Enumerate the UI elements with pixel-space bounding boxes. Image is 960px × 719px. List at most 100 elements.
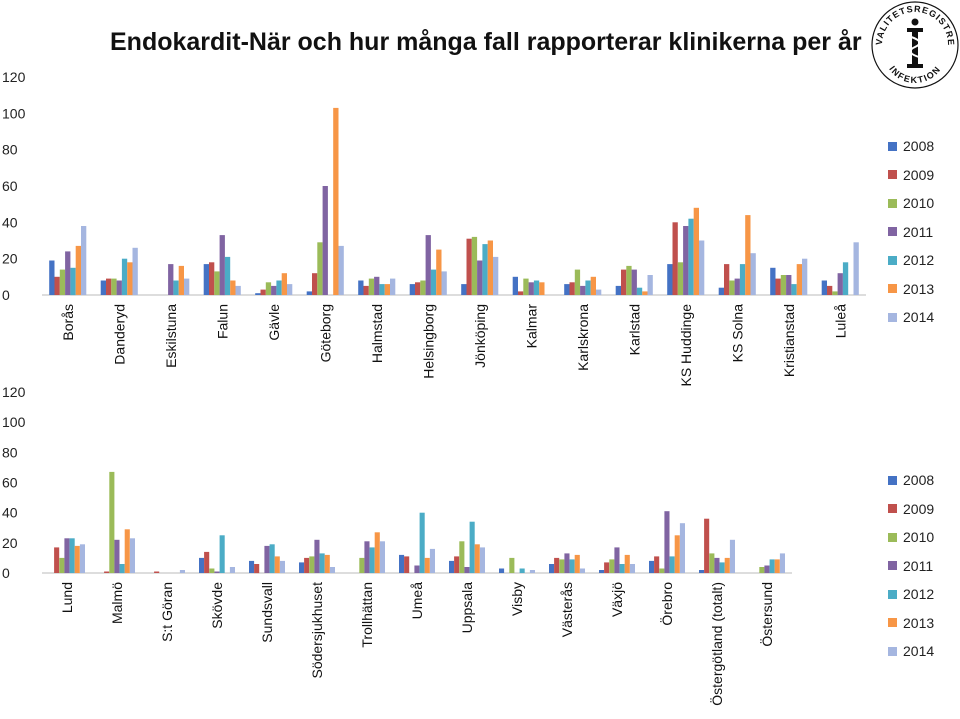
bar	[75, 245, 81, 295]
y-tick-label: 60	[2, 178, 18, 194]
legend-item: 2010	[888, 523, 934, 552]
bar	[832, 291, 838, 295]
legend-item: 2009	[888, 495, 934, 524]
bar	[574, 554, 580, 573]
bar	[734, 278, 740, 295]
bar	[609, 559, 615, 573]
bar	[281, 273, 287, 295]
bar	[104, 571, 110, 573]
bar	[219, 535, 225, 573]
bar	[533, 280, 540, 295]
legend-item: 2013	[888, 275, 934, 304]
legend-item: 2011	[888, 552, 934, 581]
x-category-label: Sundsvall	[259, 582, 275, 643]
bar	[837, 273, 843, 295]
legend-label: 2010	[903, 529, 935, 546]
bar	[596, 289, 602, 296]
legend-item: 2008	[888, 466, 934, 495]
bar	[564, 553, 570, 573]
x-category-label: S:t Göran	[159, 582, 175, 642]
bar	[329, 567, 335, 573]
bar	[714, 557, 720, 573]
bar	[269, 544, 275, 573]
bar	[745, 215, 751, 295]
bar	[554, 557, 560, 573]
bar	[312, 273, 318, 295]
bar	[585, 280, 591, 295]
bar	[429, 548, 435, 573]
x-category-label: Borås	[60, 304, 76, 341]
bar	[49, 260, 55, 295]
legend-item: 2012	[888, 246, 934, 275]
legend-bottom: 2008 2009 2010 2011 2012 2013 2014	[888, 466, 934, 666]
bar	[729, 539, 735, 573]
bar	[482, 244, 488, 295]
bar	[528, 282, 534, 295]
bar	[430, 269, 437, 295]
bar	[631, 269, 637, 295]
bar	[124, 529, 130, 573]
bar	[114, 539, 120, 573]
bar	[81, 226, 87, 295]
bar	[672, 222, 678, 295]
bar	[363, 285, 369, 295]
bar	[842, 262, 849, 295]
bar	[204, 551, 210, 573]
bar	[649, 560, 655, 573]
x-category-label: Södersjukhuset	[309, 582, 325, 679]
legend-swatch	[888, 646, 897, 656]
bar	[121, 258, 128, 295]
bar	[264, 545, 270, 573]
bar	[249, 560, 255, 573]
legend-label: 2012	[903, 586, 935, 603]
bar	[79, 544, 85, 573]
bar	[679, 523, 685, 573]
bar	[279, 560, 285, 573]
bar	[464, 567, 470, 573]
bar	[271, 285, 277, 295]
x-category-label: Malmö	[109, 582, 125, 624]
bar	[626, 265, 632, 295]
x-category-label: Helsingborg	[420, 304, 436, 379]
legend-swatch	[888, 589, 897, 599]
x-category-label: Halmstad	[369, 304, 385, 363]
x-category-label: Visby	[509, 582, 525, 616]
y-tick-label: 40	[2, 505, 18, 521]
bar	[319, 553, 325, 573]
bar	[338, 245, 344, 295]
bar	[624, 554, 630, 573]
bar	[479, 547, 485, 573]
bar	[260, 289, 266, 296]
bar	[425, 235, 431, 296]
legend-item: 2014	[888, 303, 934, 332]
y-tick-label: 40	[2, 214, 18, 230]
bar	[219, 235, 225, 296]
bar	[420, 280, 426, 295]
bar	[173, 280, 179, 295]
bar	[719, 562, 725, 573]
bar	[802, 258, 808, 295]
bar	[669, 556, 675, 573]
bar	[791, 284, 797, 295]
y-tick-label: 120	[2, 384, 26, 400]
bar	[127, 262, 133, 295]
bar	[64, 538, 70, 573]
bar	[209, 262, 215, 295]
legend-item: 2008	[888, 132, 934, 161]
x-category-label: Lund	[59, 582, 75, 613]
x-category-label: Växjö	[609, 582, 625, 617]
bar	[629, 564, 635, 574]
y-tick-label: 80	[2, 142, 18, 158]
legend-swatch	[888, 227, 897, 237]
chart-title: Endokardit-När och hur många fall rappor…	[110, 28, 862, 56]
y-tick-label: 20	[2, 535, 18, 551]
bar	[739, 264, 746, 295]
y-tick-label: 20	[2, 251, 18, 267]
bar	[688, 218, 694, 295]
bar	[775, 278, 781, 295]
bar	[309, 556, 315, 573]
x-category-label: Eskilstuna	[163, 304, 179, 368]
x-category-label: Trollhättan	[359, 582, 375, 648]
bar	[769, 559, 775, 573]
bar	[119, 564, 125, 574]
